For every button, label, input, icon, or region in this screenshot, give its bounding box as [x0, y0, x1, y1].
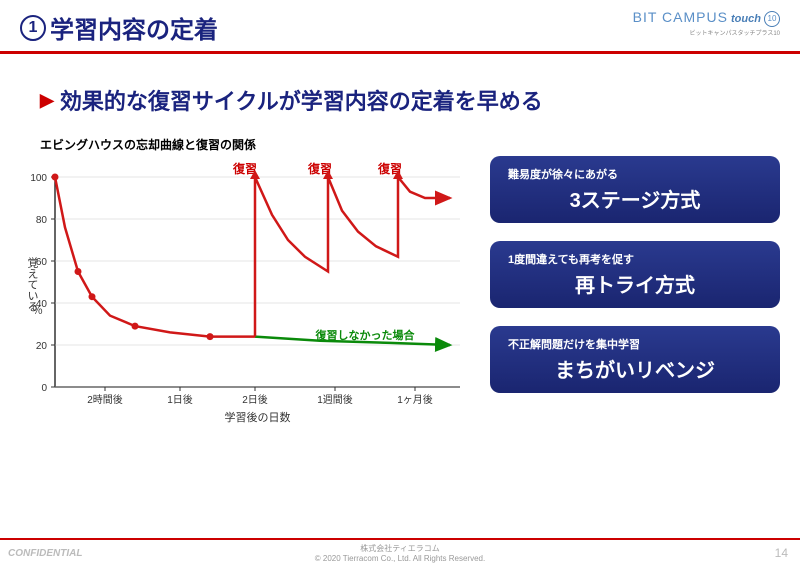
logo-badge: 10 [764, 11, 780, 27]
feature-small: 不正解問題だけを集中学習 [508, 336, 762, 352]
logo: BIT CAMPUS touch 10 ビットキャンパスタッチプラス10 [633, 10, 780, 38]
logo-text: BIT CAMPUS [633, 9, 728, 25]
svg-text:覚えている: 覚えている [26, 256, 39, 311]
svg-text:0: 0 [41, 383, 47, 394]
svg-text:100: 100 [30, 173, 47, 184]
title-text: 学習内容の定着 [50, 10, 218, 45]
feature-small: 1度間違えても再考を促す [508, 251, 762, 267]
page-number: 14 [775, 546, 788, 560]
content-row: エビングハウスの忘却曲線と復習の関係 0204060801002時間後1日後2日… [0, 136, 800, 437]
logo-touch: touch [731, 13, 761, 25]
svg-text:％: ％ [32, 305, 43, 317]
svg-text:1週間後: 1週間後 [317, 393, 353, 406]
feature-small: 難易度が徐々にあがる [508, 166, 762, 182]
feature-big: 3ステージ方式 [508, 184, 762, 213]
svg-text:1ヶ月後: 1ヶ月後 [397, 393, 433, 406]
svg-text:2時間後: 2時間後 [87, 393, 123, 406]
svg-text:20: 20 [36, 341, 48, 352]
feature-big: まちがいリベンジ [508, 354, 762, 383]
footer-center: 株式会社ティエラコム © 2020 Tierracom Co., Ltd. Al… [315, 543, 485, 563]
forgetting-curve-chart: 0204060801002時間後1日後2日後1週間後1ヶ月後覚えている％学習後の… [20, 157, 480, 437]
footer-company: 株式会社ティエラコム [315, 543, 485, 554]
feature-box-2: 不正解問題だけを集中学習まちがいリベンジ [490, 326, 780, 393]
svg-text:復習しなかった場合: 復習しなかった場合 [315, 328, 416, 342]
logo-sub: ビットキャンパスタッチプラス10 [689, 31, 780, 37]
svg-text:2日後: 2日後 [242, 393, 268, 406]
chart-block: エビングハウスの忘却曲線と復習の関係 0204060801002時間後1日後2日… [20, 136, 480, 437]
feature-box-0: 難易度が徐々にあがる 3ステージ方式 [490, 156, 780, 223]
title-number: 1 [20, 15, 46, 41]
chart-title: エビングハウスの忘却曲線と復習の関係 [40, 136, 480, 153]
confidential-mark: CONFIDENTIAL [8, 548, 82, 559]
subheading-text: 効果的な復習サイクルが学習内容の定着を早める [60, 84, 543, 116]
footer-copyright: © 2020 Tierracom Co., Ltd. All Rights Re… [315, 554, 485, 563]
page-title: 1 学習内容の定着 [20, 10, 218, 45]
svg-text:80: 80 [36, 215, 48, 226]
feature-big: 再トライ方式 [508, 269, 762, 298]
header-divider [0, 51, 800, 54]
svg-text:1日後: 1日後 [167, 393, 193, 406]
footer: CONFIDENTIAL 株式会社ティエラコム © 2020 Tierracom… [0, 538, 800, 566]
feature-box-1: 1度間違えても再考を促す再トライ方式 [490, 241, 780, 308]
subheading: ▶ 効果的な復習サイクルが学習内容の定着を早める [40, 84, 760, 116]
subheading-icon: ▶ [40, 90, 54, 111]
svg-text:学習後の日数: 学習後の日数 [225, 410, 291, 424]
header: 1 学習内容の定着 BIT CAMPUS touch 10 ビットキャンパスタッ… [0, 0, 800, 45]
feature-list: 難易度が徐々にあがる 3ステージ方式 1度間違えても再考を促す再トライ方式不正解問題… [490, 136, 780, 437]
